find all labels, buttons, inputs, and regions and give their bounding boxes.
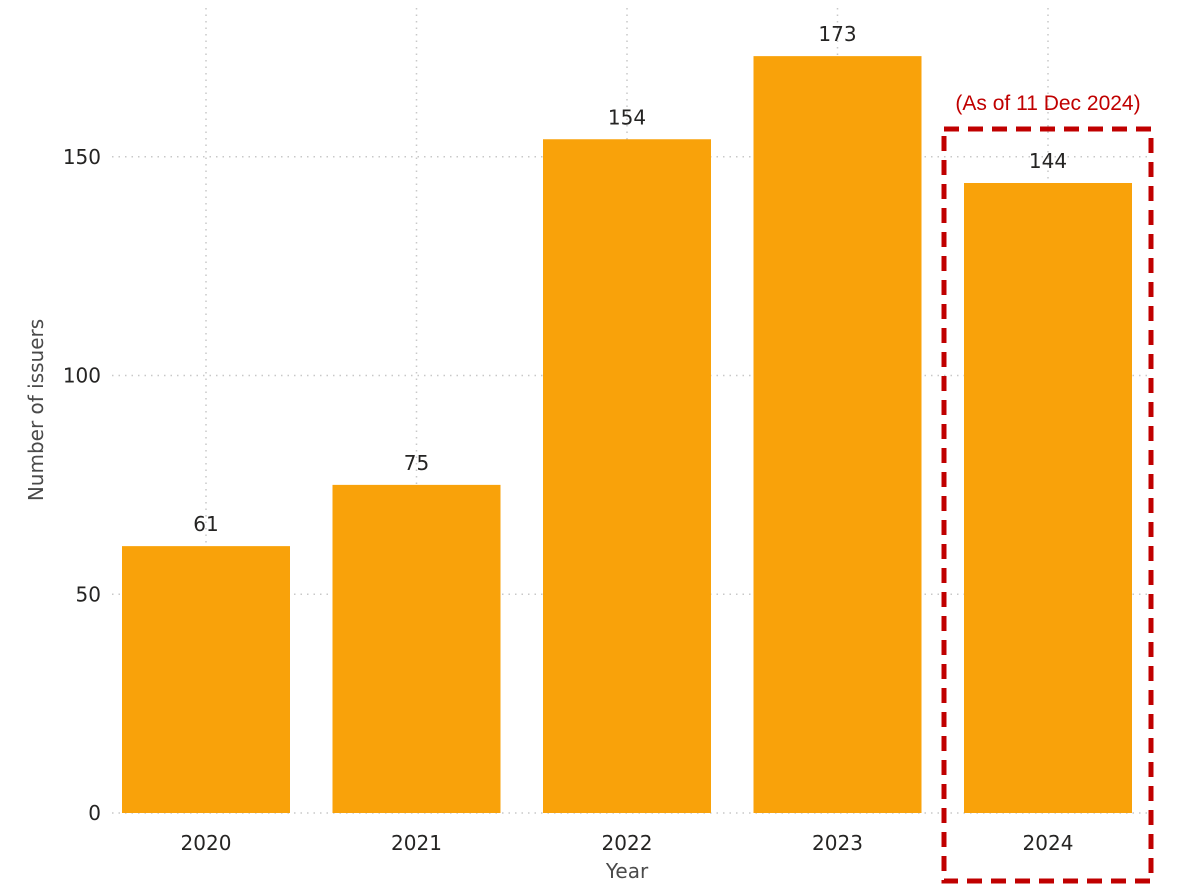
x-tick-label: 2020 — [181, 831, 232, 855]
bar-2024 — [964, 183, 1132, 813]
data-label: 61 — [193, 512, 218, 536]
y-axis-title: Number of issuers — [24, 319, 48, 501]
annotation-2024: (As of 11 Dec 2024) — [941, 92, 1154, 884]
bar-2020 — [122, 546, 290, 813]
y-tick-label: 0 — [88, 801, 101, 825]
x-axis-title: Year — [605, 859, 649, 883]
bar-2022 — [543, 139, 711, 813]
x-tick-label: 2023 — [812, 831, 863, 855]
annotation-dashed-box — [941, 126, 1154, 884]
data-labels: 61 75 154 173 144 — [193, 22, 1067, 536]
data-label: 144 — [1029, 149, 1067, 173]
y-tick-label: 100 — [63, 364, 101, 388]
annotation-text: (As of 11 Dec 2024) — [955, 92, 1140, 115]
y-tick-label: 150 — [63, 145, 101, 169]
bars — [122, 56, 1132, 813]
x-tick-label: 2024 — [1023, 831, 1074, 855]
data-label: 173 — [818, 22, 856, 46]
bar-2021 — [332, 484, 501, 813]
x-tick-label: 2021 — [391, 831, 442, 855]
y-tick-label: 50 — [76, 582, 101, 606]
data-label: 154 — [608, 105, 646, 129]
data-label: 75 — [404, 451, 429, 475]
x-tick-label: 2022 — [602, 831, 653, 855]
y-axis-tick-labels: 0 50 100 150 — [63, 145, 101, 825]
bar-2023 — [753, 56, 922, 813]
x-axis-tick-labels: 2020 2021 2022 2023 2024 — [181, 831, 1074, 855]
